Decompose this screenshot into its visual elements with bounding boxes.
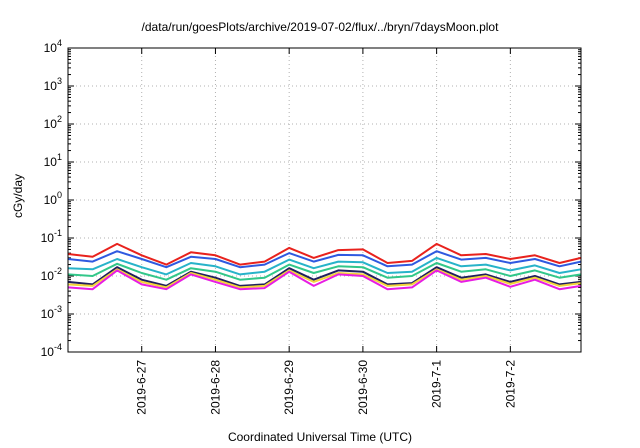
y-tick-label: 103 bbox=[44, 76, 62, 93]
axes: 10-4 10-3 10-2 10-1 100 101 102 103 104 2019-6-27… bbox=[41, 38, 581, 415]
y-tick-label: 10-3 bbox=[41, 304, 62, 321]
y-tick-label: 10-2 bbox=[41, 266, 62, 283]
series-line-blue bbox=[67, 250, 582, 269]
grid-lines bbox=[68, 48, 581, 352]
series-line-yellow bbox=[67, 268, 582, 289]
plot-frame bbox=[67, 47, 582, 353]
y-tick-label: 10-1 bbox=[41, 228, 62, 245]
x-tick-label: 2019-6-29 bbox=[282, 360, 296, 415]
x-tick-label: 2019-6-30 bbox=[356, 360, 370, 415]
x-tick-label: 2019-7-1 bbox=[430, 360, 444, 408]
y-axis-label: cGy/day bbox=[11, 173, 25, 219]
series-line-red bbox=[67, 242, 582, 266]
series-group bbox=[67, 242, 582, 291]
x-tick-label: 2019-6-27 bbox=[135, 360, 149, 415]
y-tick-label: 100 bbox=[44, 190, 62, 207]
x-tick-label: 2019-7-2 bbox=[503, 360, 517, 408]
y-tick-label: 104 bbox=[44, 38, 62, 55]
y-tick-label: 101 bbox=[44, 152, 62, 169]
y-tick-label: 102 bbox=[44, 114, 62, 131]
series-line-navy bbox=[67, 266, 582, 287]
x-tick-label: 2019-6-28 bbox=[208, 360, 222, 415]
series-line-magenta bbox=[67, 269, 582, 291]
series-line-green bbox=[67, 262, 582, 281]
y-tick-label: 10-4 bbox=[41, 342, 62, 359]
series-line-cyan bbox=[67, 256, 582, 276]
x-axis-label: Coordinated Universal Time (UTC) bbox=[227, 430, 413, 444]
chart-title: /data/run/goesPlots/archive/2019-07-02/f… bbox=[141, 20, 499, 34]
